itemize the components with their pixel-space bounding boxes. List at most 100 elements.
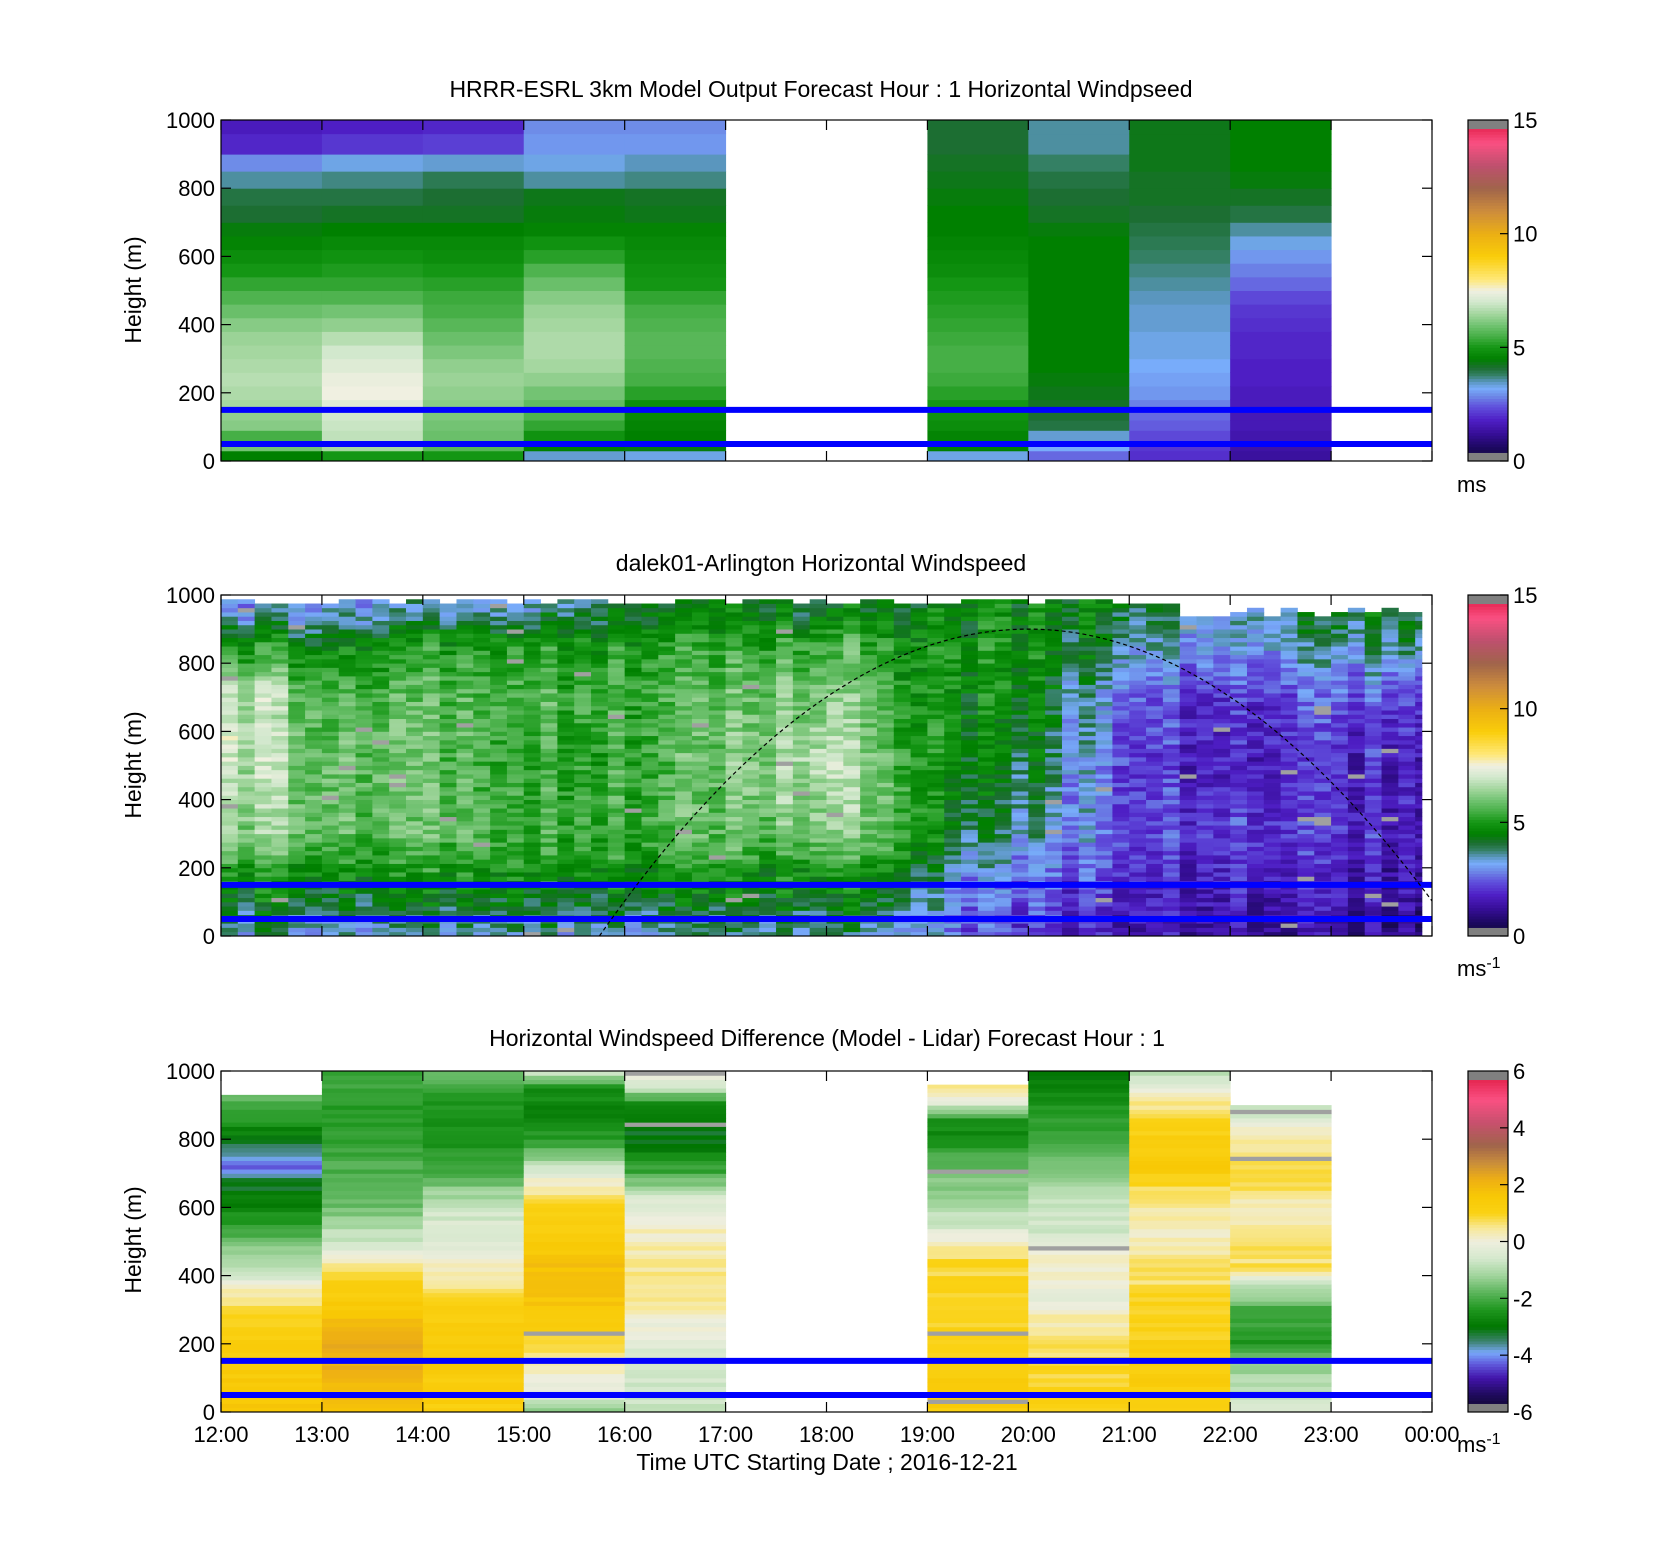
- lidar-cell: [221, 867, 239, 873]
- lidar-cell: [288, 714, 306, 720]
- lidar-cell: [456, 846, 474, 852]
- lidar-cell: [321, 752, 340, 758]
- model-cell-14-750: [422, 205, 525, 223]
- lidar-cell: [372, 893, 390, 899]
- lidar-cell: [389, 693, 407, 698]
- lidar-cell: [691, 633, 710, 639]
- lidar-cell: [826, 765, 844, 771]
- lidar-cell: [523, 688, 541, 694]
- lidar-cell: [742, 680, 760, 685]
- lidar-cell: [389, 663, 407, 668]
- lidar-cell: [422, 931, 441, 937]
- lidar-cell: [574, 684, 592, 690]
- lidar-cell: [860, 599, 878, 604]
- lidar-cell: [288, 731, 306, 737]
- lidar-cell: [439, 795, 457, 800]
- colorbar-segment: [1468, 120, 1508, 124]
- lidar-cell: [1196, 829, 1214, 835]
- lidar-cell: [742, 867, 760, 873]
- lidar-cell: [809, 927, 827, 933]
- lidar-cell: [1078, 778, 1097, 783]
- lidar-cell: [591, 612, 609, 617]
- lidar-cell: [305, 774, 323, 779]
- lidar-cell: [237, 748, 256, 754]
- model-cell-16-580: [624, 263, 727, 278]
- lidar-cell: [1028, 697, 1046, 702]
- lidar-cell: [1179, 906, 1197, 911]
- lidar-cell: [591, 603, 609, 609]
- lidar-cell: [355, 791, 373, 796]
- lidar-cell: [271, 752, 289, 758]
- lidar-cell: [321, 820, 340, 826]
- lidar-cell: [1061, 808, 1080, 813]
- lidar-cell: [372, 697, 390, 702]
- lidar-cell: [523, 872, 541, 877]
- lidar-cell: [1112, 748, 1130, 754]
- lidar-cell: [977, 752, 996, 758]
- lidar-cell: [1129, 859, 1147, 864]
- lidar-cell: [1112, 829, 1130, 835]
- lidar-cell: [742, 688, 760, 694]
- lidar-cell: [641, 658, 659, 664]
- lidar-cell: [1179, 782, 1197, 788]
- lidar-cell: [1146, 744, 1164, 749]
- lidar-cell: [523, 710, 541, 715]
- lidar-cell: [574, 906, 592, 911]
- lidar-cell: [1011, 829, 1029, 835]
- lidar-cell: [1078, 667, 1097, 673]
- lidar-cell: [221, 859, 239, 864]
- lidar-cell: [456, 782, 474, 788]
- lidar-cell: [389, 739, 407, 745]
- model-cell-13-900: [321, 154, 424, 172]
- lidar-cell: [776, 744, 794, 749]
- lidar-cell: [288, 786, 306, 792]
- lidar-cell: [422, 893, 441, 899]
- lidar-cell: [658, 744, 676, 749]
- lidar-cell: [641, 837, 659, 843]
- lidar-cell: [422, 829, 441, 835]
- lidar-cell: [1078, 663, 1097, 668]
- lidar-cell: [843, 795, 861, 800]
- lidar-cell: [1162, 872, 1181, 877]
- lidar-cell: [288, 633, 306, 639]
- lidar-cell: [422, 727, 441, 732]
- lidar-cell: [221, 850, 239, 856]
- lidar-cell: [776, 872, 794, 877]
- lidar-cell: [691, 837, 710, 843]
- model-cell-12-620: [221, 249, 323, 264]
- lidar-cell: [1061, 603, 1080, 609]
- lidar-cell: [490, 931, 508, 937]
- lidar-cell: [607, 876, 626, 881]
- lidar-cell: [355, 701, 373, 707]
- lidar-cell: [792, 774, 811, 779]
- lidar-cell: [1129, 765, 1147, 771]
- lidar-cell: [708, 731, 726, 737]
- lidar-cell: [1078, 931, 1097, 937]
- lidar-cell: [1061, 863, 1080, 869]
- lidar-cell: [994, 756, 1012, 762]
- colorbar-segment: [1468, 156, 1508, 161]
- lidar-cell: [843, 863, 861, 869]
- lidar-cell: [372, 778, 390, 783]
- lidar-cell: [658, 765, 676, 771]
- lidar-cell: [221, 820, 239, 826]
- lidar-cell: [557, 693, 575, 698]
- lidar-cell: [523, 842, 541, 847]
- lidar-cell: [927, 624, 945, 630]
- lidar-cell: [725, 663, 743, 668]
- lidar-cell: [389, 906, 407, 911]
- lidar-cell: [591, 829, 609, 835]
- lidar-cell: [1112, 739, 1130, 745]
- lidar-cell: [658, 658, 676, 664]
- lidar-cell: [574, 641, 592, 647]
- colorbar-frame: [1467, 119, 1509, 462]
- lidar-cell: [372, 633, 390, 639]
- lidar-cell: [658, 607, 676, 613]
- lidar-cell: [389, 786, 407, 792]
- lidar-cell: [708, 744, 726, 749]
- lidar-cell: [876, 693, 895, 698]
- lidar-cell: [254, 748, 272, 754]
- lidar-cell: [1129, 641, 1147, 647]
- lidar-cell: [473, 701, 491, 707]
- lidar-cell: [792, 863, 811, 869]
